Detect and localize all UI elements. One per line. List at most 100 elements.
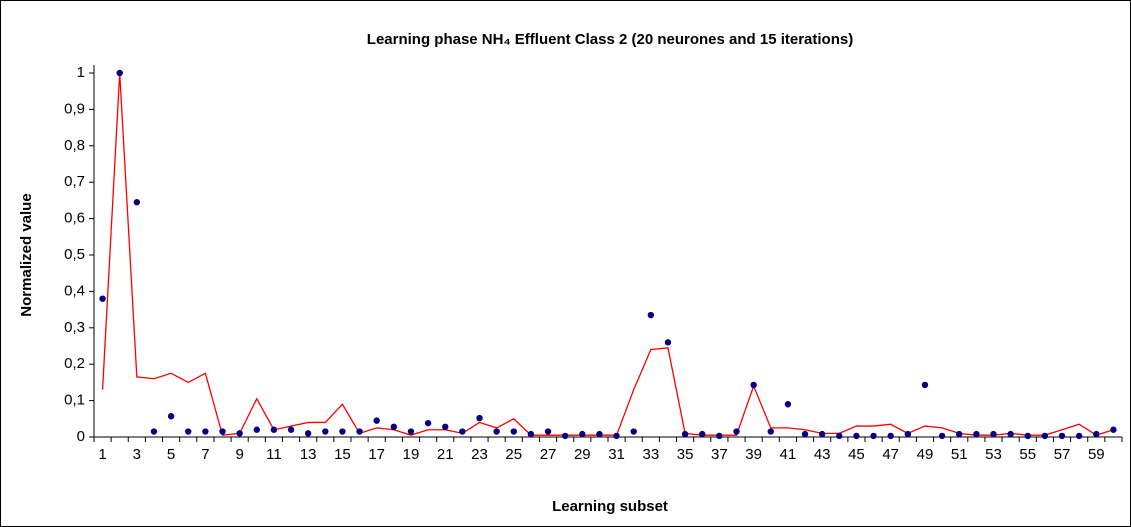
y-tick-label: 0,3 (64, 319, 85, 336)
data-point (219, 428, 226, 435)
data-point (596, 430, 603, 438)
x-tick-label: 15 (334, 446, 351, 463)
x-tick-label: 21 (437, 446, 454, 463)
data-point (699, 430, 706, 438)
data-point (407, 428, 415, 435)
data-point (1024, 432, 1031, 440)
data-point (459, 428, 466, 435)
data-point (733, 428, 740, 435)
y-axis-title: Normalized value (18, 193, 35, 316)
data-point (442, 423, 449, 431)
x-tick-label: 29 (574, 446, 591, 463)
x-tick-label: 33 (642, 446, 659, 463)
x-tick-label: 17 (368, 446, 385, 463)
data-point (561, 432, 569, 440)
data-point (836, 432, 843, 440)
data-point (1007, 430, 1014, 438)
data-point (544, 428, 552, 435)
data-point (356, 428, 363, 435)
x-axis-title: Learning subset (552, 498, 668, 515)
data-point (921, 381, 929, 389)
x-tick-label: 45 (848, 446, 865, 463)
x-tick-label: 3 (133, 446, 141, 463)
y-tick-label: 0,5 (64, 246, 85, 263)
data-point (801, 430, 809, 438)
data-point (938, 432, 946, 440)
data-point (1093, 430, 1100, 438)
data-point (339, 428, 346, 435)
data-point (784, 401, 792, 408)
data-point (167, 413, 175, 420)
y-tick-label: 0,2 (64, 355, 85, 372)
data-point (1075, 432, 1083, 440)
x-tick-label: 39 (745, 446, 762, 463)
y-tick-label: 0,9 (64, 100, 85, 117)
data-point (527, 430, 535, 438)
x-tick-label: 19 (403, 446, 420, 463)
chart-title: Learning phase NH₄ Effluent Class 2 (20 … (367, 31, 853, 48)
y-tick-label: 0,4 (64, 282, 85, 299)
data-point (887, 432, 894, 440)
x-tick-label: 59 (1088, 446, 1105, 463)
data-point (202, 428, 209, 435)
data-point (1110, 426, 1117, 433)
data-point (716, 432, 723, 440)
x-tick-label: 37 (711, 446, 728, 463)
data-point (853, 432, 860, 440)
x-tick-label: 55 (1019, 446, 1036, 463)
x-tick-label: 9 (235, 446, 243, 463)
data-point (613, 432, 620, 440)
data-point (150, 428, 158, 435)
data-point (133, 199, 141, 206)
data-point (185, 428, 192, 435)
x-tick-label: 7 (201, 446, 209, 463)
data-point (322, 428, 329, 435)
data-point (373, 417, 380, 424)
data-point (818, 430, 826, 438)
x-tick-label: 11 (266, 446, 282, 463)
x-tick-label: 31 (608, 446, 625, 463)
data-point (287, 426, 295, 433)
data-point (304, 430, 312, 437)
x-tick-label: 25 (505, 446, 522, 463)
data-point (99, 295, 106, 302)
x-tick-label: 1 (98, 446, 106, 463)
data-point (493, 428, 500, 435)
x-tick-label: 5 (167, 446, 175, 463)
x-tick-label: 27 (540, 446, 557, 463)
data-point (973, 430, 980, 438)
x-tick-label: 35 (677, 446, 694, 463)
x-tick-label: 13 (300, 446, 317, 463)
y-tick-label: 0 (77, 428, 85, 445)
x-tick-label: 49 (917, 446, 934, 463)
data-point (424, 419, 432, 427)
data-point (1058, 432, 1066, 440)
y-tick-label: 0,8 (64, 137, 85, 154)
data-point (270, 426, 278, 433)
y-tick-label: 0,6 (64, 210, 85, 227)
data-point (681, 430, 689, 438)
y-tick-label: 0,7 (64, 173, 85, 190)
x-tick-label: 53 (985, 446, 1002, 463)
data-point (253, 426, 260, 433)
data-point (767, 428, 774, 435)
data-line (101, 72, 1114, 436)
data-point (870, 432, 877, 440)
y-tick-label: 0,1 (64, 392, 85, 409)
x-tick-label: 23 (471, 446, 488, 463)
y-tick-label: 1 (77, 64, 85, 81)
data-point (956, 430, 963, 438)
data-point (630, 428, 637, 435)
data-point (579, 430, 586, 438)
x-tick-label: 43 (814, 446, 831, 463)
data-point (904, 430, 912, 438)
data-point (750, 381, 757, 389)
data-point (390, 423, 398, 431)
data-point (116, 69, 123, 77)
x-tick-label: 51 (951, 446, 968, 463)
data-point (647, 311, 655, 319)
x-tick-label: 41 (780, 446, 797, 463)
data-point (990, 430, 997, 438)
